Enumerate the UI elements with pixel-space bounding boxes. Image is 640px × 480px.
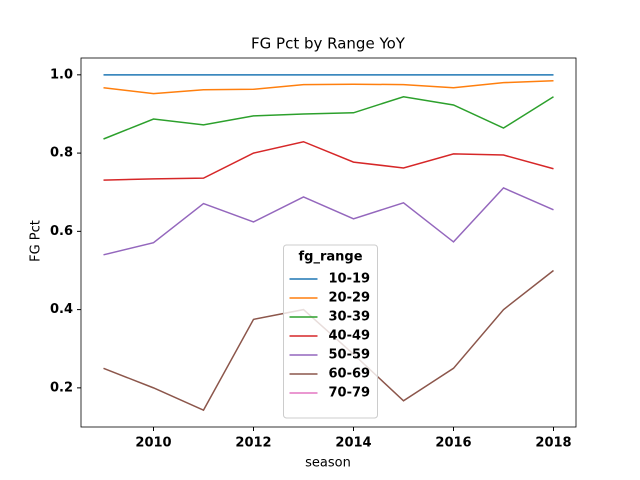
- x-tick-label: 2010: [135, 436, 171, 451]
- y-tick-label: 0.4: [50, 302, 73, 317]
- y-tick-label: 0.8: [50, 146, 73, 161]
- y-tick-label: 0.6: [50, 224, 73, 239]
- x-tick-label: 2018: [535, 436, 571, 451]
- y-axis-label: FG Pct: [29, 220, 44, 262]
- legend-label: 30-39: [329, 310, 371, 325]
- legend-label: 60-69: [329, 367, 371, 382]
- series-line: [103, 187, 554, 256]
- x-axis-label: season: [305, 456, 351, 471]
- chart-title: FG Pct by Range YoY: [251, 35, 406, 53]
- series-line: [103, 140, 554, 181]
- legend-label: 40-49: [329, 329, 371, 344]
- y-tick-label: 1.0: [50, 67, 73, 82]
- legend-label: 70-79: [329, 386, 371, 401]
- legend-label: 20-29: [329, 291, 371, 306]
- x-tick-label: 2016: [435, 436, 471, 451]
- series-line: [103, 95, 554, 140]
- legend-title: fg_range: [298, 250, 362, 265]
- x-tick-label: 2012: [235, 436, 271, 451]
- legend-label: 10-19: [329, 272, 371, 287]
- plot-frame: [80, 57, 577, 428]
- x-tick-label: 2014: [335, 436, 371, 451]
- legend-label: 50-59: [329, 348, 371, 363]
- series-line: [103, 79, 554, 95]
- y-tick-label: 0.2: [50, 380, 73, 395]
